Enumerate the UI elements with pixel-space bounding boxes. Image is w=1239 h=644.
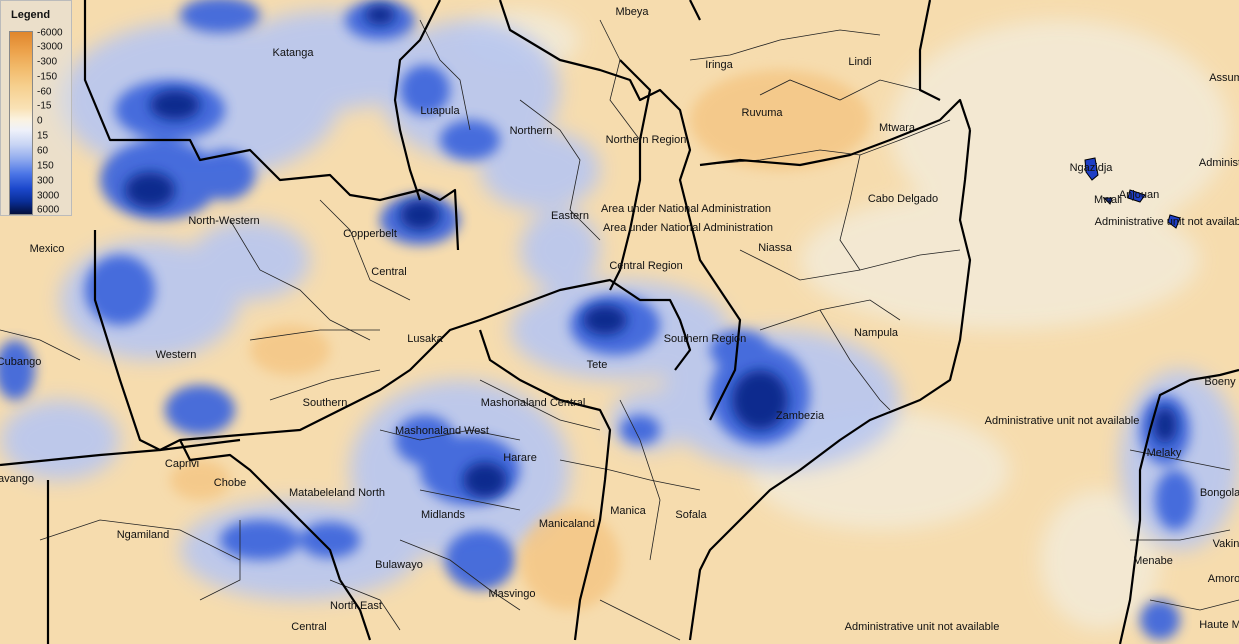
legend-tick: 0 [37,115,43,127]
legend-color-ramp [9,31,33,215]
legend-tick: -3000 [37,41,63,53]
legend-tick: 6000 [37,204,60,216]
legend-tick: 3000 [37,190,60,202]
legend-tick: 15 [37,130,49,142]
legend-tick: -300 [37,56,58,68]
legend-panel: Legend -6000 -3000 -300 -150 -60 -15 0 1… [0,0,72,216]
admin-boundaries [0,19,1239,641]
legend-tick: -150 [37,71,58,83]
comoros-islands [1084,157,1181,229]
legend-title: Legend [11,9,51,21]
dry-areas [170,70,870,610]
dark-wet-cores [125,5,1177,498]
legend-tick: -15 [37,100,52,112]
legend-tick: -60 [37,86,52,98]
legend-tick: 300 [37,175,54,187]
legend-tick: -6000 [37,27,63,39]
legend-tick: 150 [37,160,54,172]
legend-tick: 60 [37,145,49,157]
